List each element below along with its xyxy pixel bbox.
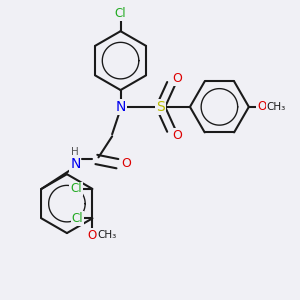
- Text: CH₃: CH₃: [267, 102, 286, 112]
- Text: O: O: [257, 100, 266, 113]
- Text: N: N: [70, 157, 80, 171]
- Text: O: O: [88, 229, 97, 242]
- Text: N: N: [116, 100, 126, 114]
- Text: CH₃: CH₃: [98, 230, 117, 240]
- Text: O: O: [121, 157, 131, 170]
- Text: H: H: [71, 147, 79, 157]
- Text: S: S: [156, 100, 165, 114]
- Text: Cl: Cl: [115, 7, 126, 20]
- Text: Cl: Cl: [71, 212, 83, 225]
- Text: O: O: [172, 72, 182, 85]
- Text: O: O: [172, 129, 182, 142]
- Text: Cl: Cl: [70, 182, 82, 195]
